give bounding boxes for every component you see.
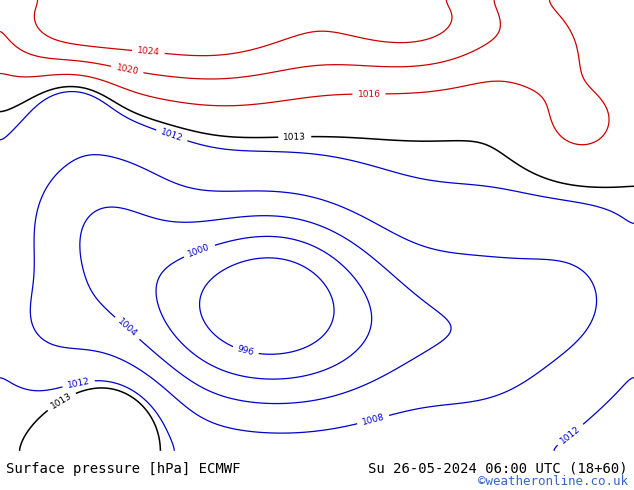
Text: 1012: 1012 xyxy=(559,424,582,445)
Text: 1013: 1013 xyxy=(283,132,306,142)
Text: 1000: 1000 xyxy=(187,243,212,259)
Text: 1016: 1016 xyxy=(358,89,380,98)
Text: 1024: 1024 xyxy=(137,47,160,57)
Text: Su 26-05-2024 06:00 UTC (18+60): Su 26-05-2024 06:00 UTC (18+60) xyxy=(368,462,628,476)
Text: ©weatheronline.co.uk: ©weatheronline.co.uk xyxy=(477,475,628,488)
Text: 996: 996 xyxy=(236,344,256,358)
Text: 1012: 1012 xyxy=(160,127,184,144)
Text: 1008: 1008 xyxy=(361,413,385,427)
Text: 1013: 1013 xyxy=(49,391,74,411)
Text: 1004: 1004 xyxy=(116,317,139,339)
Text: 1020: 1020 xyxy=(115,63,139,76)
Text: 1012: 1012 xyxy=(67,376,91,390)
Text: Surface pressure [hPa] ECMWF: Surface pressure [hPa] ECMWF xyxy=(6,462,241,476)
